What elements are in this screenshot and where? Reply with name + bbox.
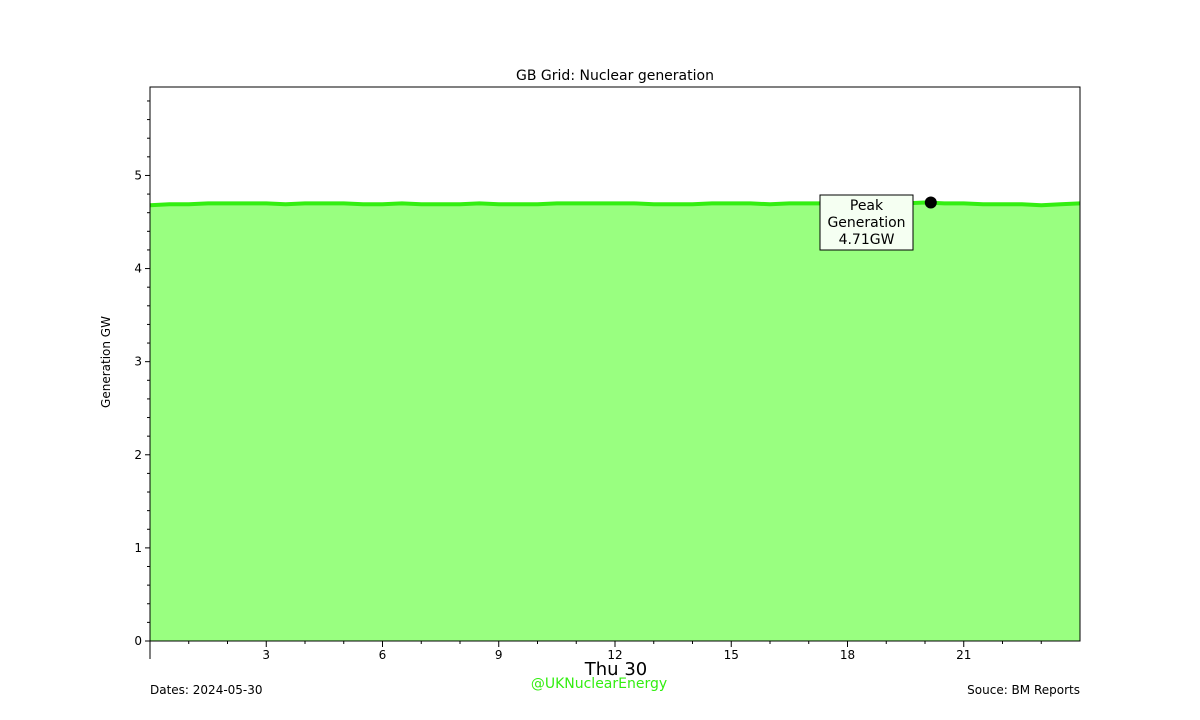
y-tick-label: 3 [134,355,142,369]
peak-label-line-1: Peak [850,198,884,214]
y-tick-label: 1 [134,541,142,555]
y-tick-label: 5 [134,168,142,182]
x-tick-label: 12 [607,648,622,662]
generation-area [150,202,1080,641]
x-axis: 3 6 9 12 15 18 21 [149,641,1042,662]
x-tick-label: 3 [262,648,270,662]
x-tick-label: 15 [724,648,739,662]
y-tick-label: 2 [134,448,142,462]
dates-label: Dates: 2024-05-30 [150,683,263,697]
x-tick-label: 21 [956,648,971,662]
x-tick-label: 18 [840,648,855,662]
peak-label-box [819,194,914,251]
y-tick-label: 0 [134,634,142,648]
handle-label: @UKNuclearEnergy [531,676,667,692]
y-tick-label: 4 [134,262,142,276]
x-tick-label: 9 [495,648,503,662]
x-tick-label: 6 [379,648,387,662]
x-axis-label: Thu 30 [584,659,647,680]
peak-annotation: Peak Generation 4.71GW [819,194,937,251]
y-axis: 0 1 2 3 4 5 [134,100,150,648]
peak-label-line-3: 4.71GW [839,232,895,248]
peak-label-line-2: Generation [827,215,905,231]
chart-title: GB Grid: Nuclear generation [516,68,714,84]
source-label: Souce: BM Reports [967,683,1080,697]
generation-line [149,200,1081,208]
peak-point [924,196,937,209]
y-axis-label: Generation GW [99,316,113,408]
